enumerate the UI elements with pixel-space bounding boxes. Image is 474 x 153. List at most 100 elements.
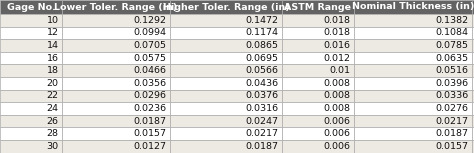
- Bar: [0, 52, 62, 64]
- Text: 22: 22: [46, 91, 58, 100]
- Text: 0.0516: 0.0516: [436, 66, 468, 75]
- Text: 0.006: 0.006: [323, 142, 350, 151]
- Text: 0.008: 0.008: [323, 79, 350, 88]
- Bar: [62, 90, 170, 102]
- Bar: [170, 52, 282, 64]
- Text: 0.006: 0.006: [323, 117, 350, 126]
- Bar: [0, 102, 62, 115]
- Text: 0.0276: 0.0276: [436, 104, 468, 113]
- Bar: [472, 115, 474, 127]
- Text: 0.006: 0.006: [323, 129, 350, 138]
- Bar: [62, 52, 170, 64]
- Bar: [62, 140, 170, 153]
- Bar: [472, 102, 474, 115]
- Bar: [282, 52, 354, 64]
- Text: 0.1084: 0.1084: [436, 28, 468, 37]
- Text: 0.0994: 0.0994: [134, 28, 166, 37]
- Bar: [472, 77, 474, 90]
- Bar: [472, 52, 474, 64]
- Text: 0.0356: 0.0356: [133, 79, 166, 88]
- Text: 0.0187: 0.0187: [436, 129, 468, 138]
- Text: 0.0396: 0.0396: [436, 79, 468, 88]
- Text: 0.1174: 0.1174: [246, 28, 279, 37]
- Bar: [282, 102, 354, 115]
- Bar: [62, 127, 170, 140]
- Text: 12: 12: [46, 28, 58, 37]
- Bar: [472, 64, 474, 77]
- Text: 0.0466: 0.0466: [134, 66, 166, 75]
- Text: 0.012: 0.012: [323, 54, 350, 63]
- Text: 0.0336: 0.0336: [435, 91, 468, 100]
- Bar: [170, 115, 282, 127]
- Bar: [354, 77, 472, 90]
- Bar: [354, 27, 472, 39]
- Bar: [0, 64, 62, 77]
- Bar: [282, 64, 354, 77]
- Bar: [170, 14, 282, 27]
- Text: 24: 24: [46, 104, 58, 113]
- Text: 0.0575: 0.0575: [134, 54, 166, 63]
- Text: 26: 26: [46, 117, 58, 126]
- Bar: [170, 64, 282, 77]
- Bar: [62, 39, 170, 52]
- Bar: [472, 0, 474, 14]
- Bar: [282, 0, 354, 14]
- Bar: [0, 0, 62, 14]
- Bar: [62, 0, 170, 14]
- Text: Nominal Thickness (in): Nominal Thickness (in): [352, 2, 474, 11]
- Bar: [354, 90, 472, 102]
- Text: 0.018: 0.018: [323, 16, 350, 25]
- Text: 0.0247: 0.0247: [246, 117, 279, 126]
- Text: 0.0127: 0.0127: [134, 142, 166, 151]
- Text: 0.1382: 0.1382: [436, 16, 468, 25]
- Bar: [62, 102, 170, 115]
- Text: 0.008: 0.008: [323, 104, 350, 113]
- Text: 0.0157: 0.0157: [436, 142, 468, 151]
- Text: 0.0566: 0.0566: [246, 66, 279, 75]
- Bar: [472, 140, 474, 153]
- Bar: [472, 14, 474, 27]
- Bar: [354, 39, 472, 52]
- Text: Higher Toler. Range (in): Higher Toler. Range (in): [163, 2, 289, 11]
- Text: 0.0695: 0.0695: [246, 54, 279, 63]
- Bar: [0, 39, 62, 52]
- Bar: [282, 14, 354, 27]
- Bar: [354, 64, 472, 77]
- Bar: [472, 90, 474, 102]
- Text: 0.1472: 0.1472: [246, 16, 279, 25]
- Bar: [354, 14, 472, 27]
- Bar: [354, 102, 472, 115]
- Bar: [62, 14, 170, 27]
- Text: 0.0785: 0.0785: [436, 41, 468, 50]
- Bar: [282, 127, 354, 140]
- Bar: [170, 127, 282, 140]
- Text: 0.1292: 0.1292: [134, 16, 166, 25]
- Bar: [62, 77, 170, 90]
- Bar: [282, 90, 354, 102]
- Text: 0.0436: 0.0436: [246, 79, 279, 88]
- Bar: [472, 27, 474, 39]
- Text: 0.01: 0.01: [329, 66, 350, 75]
- Bar: [0, 77, 62, 90]
- Bar: [282, 27, 354, 39]
- Text: 0.0157: 0.0157: [134, 129, 166, 138]
- Text: 0.0865: 0.0865: [246, 41, 279, 50]
- Text: 0.0236: 0.0236: [133, 104, 166, 113]
- Text: 10: 10: [46, 16, 58, 25]
- Text: 0.0187: 0.0187: [246, 142, 279, 151]
- Bar: [0, 27, 62, 39]
- Text: 0.0296: 0.0296: [134, 91, 166, 100]
- Bar: [170, 39, 282, 52]
- Bar: [170, 102, 282, 115]
- Bar: [170, 0, 282, 14]
- Text: 0.0187: 0.0187: [134, 117, 166, 126]
- Bar: [282, 77, 354, 90]
- Text: 0.0316: 0.0316: [246, 104, 279, 113]
- Text: 0.0217: 0.0217: [436, 117, 468, 126]
- Text: 28: 28: [46, 129, 58, 138]
- Bar: [0, 115, 62, 127]
- Bar: [170, 140, 282, 153]
- Bar: [0, 140, 62, 153]
- Text: 0.0635: 0.0635: [436, 54, 468, 63]
- Bar: [472, 39, 474, 52]
